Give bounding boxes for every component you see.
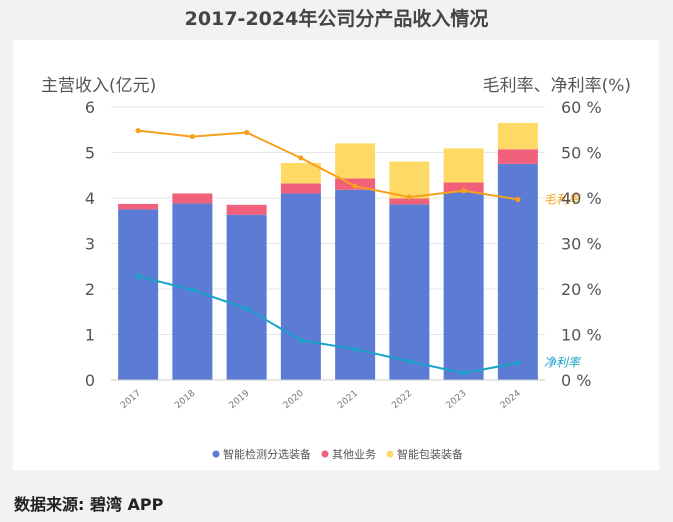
legend-label: 智能检测分选装备: [223, 447, 311, 461]
bar-segment: [118, 203, 159, 210]
rate-point: [515, 196, 521, 202]
rate-point: [352, 183, 358, 189]
y-tick-label: 4: [85, 189, 95, 208]
y-tick-label: 5: [85, 144, 95, 163]
rate-point: [515, 360, 521, 366]
rate-point: [352, 346, 358, 352]
x-tick-label: 2021: [336, 389, 360, 411]
x-tick-label: 2017: [119, 389, 143, 411]
bar-segment: [389, 161, 430, 199]
x-tick-label: 2018: [173, 388, 197, 411]
legend-marker: [212, 450, 220, 458]
y2-tick-label: 50 %: [561, 144, 602, 163]
y2-tick-label: 40 %: [561, 189, 602, 208]
y-axis-label: 主营收入(亿元): [41, 76, 156, 96]
bar-segment: [389, 198, 430, 205]
y-tick-label: 6: [85, 98, 95, 117]
series-end-label: 净利率: [544, 356, 582, 370]
y2-tick-label: 10 %: [561, 326, 602, 345]
legend-marker: [386, 450, 394, 458]
y2-tick-label: 20 %: [561, 280, 602, 299]
rate-point: [406, 358, 412, 364]
rate-point: [461, 188, 467, 194]
rate-point: [244, 129, 250, 136]
legend-label: 智能包装装备: [397, 447, 463, 461]
bar-segment: [389, 204, 430, 380]
bar-segment: [443, 148, 484, 183]
bar-segment: [280, 193, 321, 380]
legend: 智能检测分选装备 其他业务 智能包装装备: [212, 447, 463, 461]
bar-segment: [335, 143, 376, 179]
rate-point: [135, 128, 141, 134]
y-tick-label: 1: [85, 326, 95, 345]
bar-segment: [497, 122, 538, 150]
rate-point: [298, 155, 304, 161]
bar-segment: [118, 209, 159, 380]
x-tick-label: 2023: [445, 389, 469, 411]
rate-point: [189, 133, 195, 140]
y-tick-label: 0: [85, 371, 95, 390]
y-tick-label: 2: [85, 280, 95, 299]
rate-line: [137, 275, 519, 375]
y2-axis-label: 毛利率、净利率(%): [483, 76, 631, 96]
x-tick-label: 2019: [228, 388, 252, 411]
chart-title: 2017-2024年公司分产品收入情况: [184, 8, 489, 30]
bar-segment: [226, 214, 267, 380]
x-tick-label: 2024: [499, 388, 523, 411]
rate-point: [461, 370, 467, 376]
rate-point: [298, 337, 304, 344]
bar-segment: [443, 182, 484, 193]
y2-tick-label: 60 %: [561, 98, 602, 117]
series-end-label: 毛利率: [544, 192, 582, 206]
y2-tick-label: 0 %: [561, 371, 591, 390]
bar-segment: [443, 192, 484, 380]
bar-segment: [497, 149, 538, 164]
y-tick-label: 3: [85, 235, 95, 254]
bar-segment: [172, 193, 213, 204]
data-source: 数据来源: 碧湾 APP: [14, 495, 164, 514]
rate-point: [189, 287, 195, 293]
bars: [118, 122, 538, 380]
bar-segment: [280, 183, 321, 194]
bar-segment: [226, 204, 267, 215]
x-tick-label: 2020: [282, 388, 306, 411]
legend-label: 其他业务: [332, 448, 376, 461]
rate-point: [406, 194, 412, 200]
x-tick-label: 2022: [390, 389, 414, 411]
y2-tick-label: 30 %: [561, 235, 602, 254]
bar-segment: [280, 162, 321, 184]
rate-point: [244, 305, 250, 312]
legend-marker: [321, 450, 329, 458]
rate-point: [135, 273, 141, 279]
rate-line: [138, 129, 519, 201]
